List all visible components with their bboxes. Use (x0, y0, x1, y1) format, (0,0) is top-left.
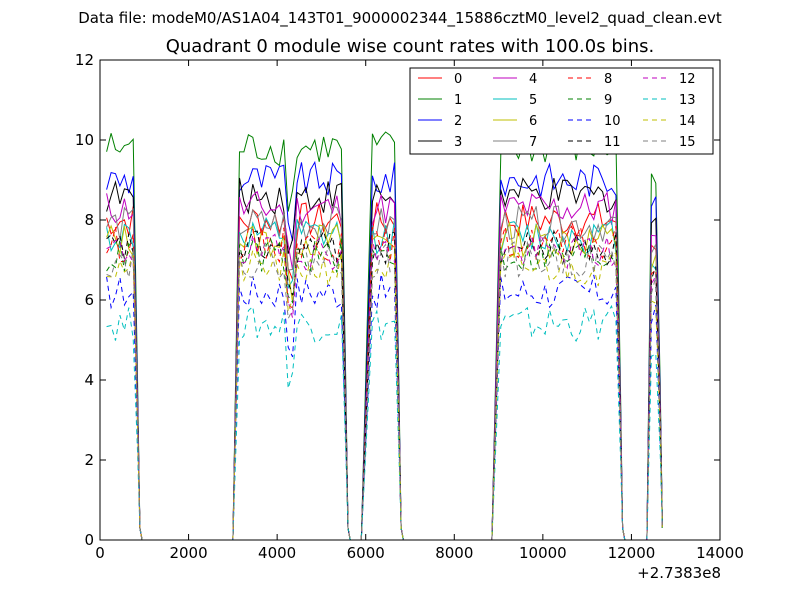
y-tick-label: 10 (75, 131, 94, 149)
y-tick-label: 6 (84, 291, 94, 309)
legend-label-10: 10 (604, 114, 621, 129)
series-line-8 (106, 225, 663, 541)
legend-frame (409, 67, 714, 155)
series-line-12 (106, 233, 663, 541)
series-line-5 (106, 216, 663, 541)
x-tick-label: 0 (95, 544, 105, 562)
legend-label-4: 4 (529, 72, 537, 87)
series-line-2 (106, 160, 663, 541)
series-line-13 (106, 304, 663, 541)
figure-suptitle: Data file: modeM0/AS1A04_143T01_90000023… (78, 9, 722, 27)
series-line-1 (106, 131, 663, 541)
x-offset-label: +2.7383e8 (637, 564, 721, 582)
series-line-11 (106, 229, 663, 541)
legend-label-13: 13 (679, 93, 696, 108)
x-tick-label: 8000 (435, 544, 473, 562)
x-tick-label: 4000 (258, 544, 296, 562)
y-tick-label: 0 (84, 531, 94, 549)
legend-label-3: 3 (454, 135, 462, 150)
legend-label-12: 12 (679, 72, 696, 87)
legend-label-5: 5 (529, 93, 537, 108)
legend-label-2: 2 (454, 114, 462, 129)
series-line-0 (106, 201, 663, 541)
series-layer (106, 103, 663, 541)
legend-label-0: 0 (454, 72, 462, 87)
x-tick-label: 10000 (519, 544, 567, 562)
series-line-4 (106, 190, 663, 541)
series-line-15 (106, 240, 663, 541)
legend-label-14: 14 (679, 114, 696, 129)
series-line-14 (106, 248, 663, 541)
chart-title: Quadrant 0 module wise count rates with … (165, 36, 655, 57)
legend-label-15: 15 (679, 135, 696, 150)
y-tick-label: 8 (84, 211, 94, 229)
series-line-10 (106, 274, 663, 541)
y-tick-label: 2 (84, 451, 94, 469)
ticks-layer: 0 2000 4000 6000 8000 10000 12000 1400002468101… (75, 51, 744, 562)
legend-label-6: 6 (529, 114, 537, 129)
x-tick-label: 6000 (347, 544, 385, 562)
legend-label-11: 11 (604, 135, 621, 150)
x-tick-label: 14000 (696, 544, 744, 562)
series-line-3 (106, 177, 663, 541)
y-tick-label: 4 (84, 371, 94, 389)
legend-label-1: 1 (454, 93, 462, 108)
legend-label-9: 9 (604, 93, 612, 108)
x-tick-label: 12000 (608, 544, 656, 562)
legend-label-8: 8 (604, 72, 612, 87)
y-tick-label: 12 (75, 51, 94, 69)
series-line-9 (106, 237, 663, 541)
series-line-6 (106, 220, 663, 541)
series-line-7 (106, 204, 663, 541)
x-tick-label: 2000 (169, 544, 207, 562)
legend-label-7: 7 (529, 135, 537, 150)
